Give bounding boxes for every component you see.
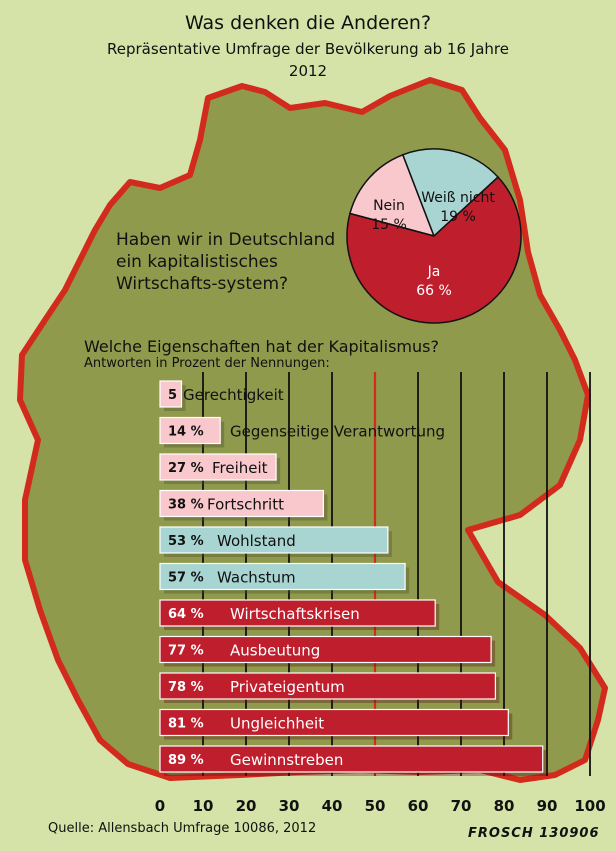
pie-chart: Ja 66 % Nein 15 % Weiß nicht 19 % xyxy=(346,148,522,324)
bar-category-label: Gegenseitige Verantwortung xyxy=(230,423,445,441)
bar-value-label: 53 % xyxy=(168,534,204,549)
bar xyxy=(159,416,221,445)
bar-value-label: 14 % xyxy=(168,425,204,440)
bar-category-label: Ungleichheit xyxy=(230,715,324,733)
pie-label: Nein xyxy=(373,198,405,214)
bar-category-label: Fortschritt xyxy=(207,496,284,514)
bar-category-label: Wachstum xyxy=(217,569,296,587)
bar-value-label: 78 % xyxy=(168,680,204,695)
bar-category-label: Freiheit xyxy=(212,459,268,477)
bar-category-label: Ausbeutung xyxy=(230,642,320,660)
x-tick-label: 10 xyxy=(193,797,214,815)
x-tick-label: 100 xyxy=(574,797,605,815)
bar xyxy=(159,380,183,408)
x-tick-label: 0 xyxy=(155,797,165,815)
bar-chart: 0 10 20 30 40 50 60 70 80 90 100 5 Gerechtigkeit 14 %… xyxy=(155,372,606,815)
pie-label: Weiß nicht xyxy=(421,190,495,206)
pie-value: 19 % xyxy=(440,209,476,225)
question-capitalist-system: Haben wir in Deutschland ein kapitalisti… xyxy=(116,230,336,294)
bar xyxy=(159,489,324,518)
x-tick-label: 80 xyxy=(494,797,515,815)
page-title: Was denken die Anderen? xyxy=(184,12,432,34)
x-tick-label: 40 xyxy=(322,797,343,815)
bar xyxy=(159,708,509,737)
answers-note: Antworten in Prozent der Nennungen: xyxy=(84,356,330,371)
x-tick-label: 50 xyxy=(365,797,386,815)
bar-value-label: 89 % xyxy=(168,753,204,768)
bar-category-label: Gewinnstreben xyxy=(230,751,343,769)
source-note: Quelle: Allensbach Umfrage 10086, 2012 xyxy=(48,821,317,836)
bar-category-label: Wohlstand xyxy=(217,532,296,550)
x-tick-label: 20 xyxy=(236,797,257,815)
bar-category-label: Wirtschaftskrisen xyxy=(230,605,360,623)
bar xyxy=(159,599,436,627)
bar xyxy=(159,526,389,554)
bar-value-label: 27 % xyxy=(168,461,204,476)
x-tick-label: 70 xyxy=(451,797,472,815)
artist-signature: FROSCH 130906 xyxy=(468,826,600,841)
bar-value-label: 81 % xyxy=(168,717,204,732)
bar xyxy=(159,672,496,700)
bar xyxy=(159,745,544,773)
pie-slice-ja xyxy=(346,176,522,324)
bar-value-label: 5 xyxy=(168,388,177,403)
bar-value-label: 64 % xyxy=(168,607,204,622)
question-capitalism-properties: Welche Eigenschaften hat der Kapitalismu… xyxy=(84,337,439,356)
pie-slice-wei-nicht xyxy=(401,148,500,238)
bar-category-label: Privateigentum xyxy=(230,678,345,696)
x-tick-label: 30 xyxy=(279,797,300,815)
pie-value: 66 % xyxy=(416,283,452,299)
bar xyxy=(159,453,277,481)
bar xyxy=(159,562,406,591)
pie-slice-nein xyxy=(349,153,436,238)
pie-label: Ja xyxy=(427,264,441,280)
x-tick-label: 90 xyxy=(537,797,558,815)
survey-year: 2012 xyxy=(288,62,328,80)
bar-category-label: Gerechtigkeit xyxy=(183,386,284,404)
x-tick-label: 60 xyxy=(408,797,429,815)
pie-value: 15 % xyxy=(371,217,407,233)
bar-value-label: 77 % xyxy=(168,644,204,659)
bar-value-label: 38 % xyxy=(168,498,204,513)
bar xyxy=(159,635,492,664)
page-subtitle: Repräsentative Umfrage der Bevölkerung a… xyxy=(107,40,509,58)
bar-value-label: 57 % xyxy=(168,571,204,586)
